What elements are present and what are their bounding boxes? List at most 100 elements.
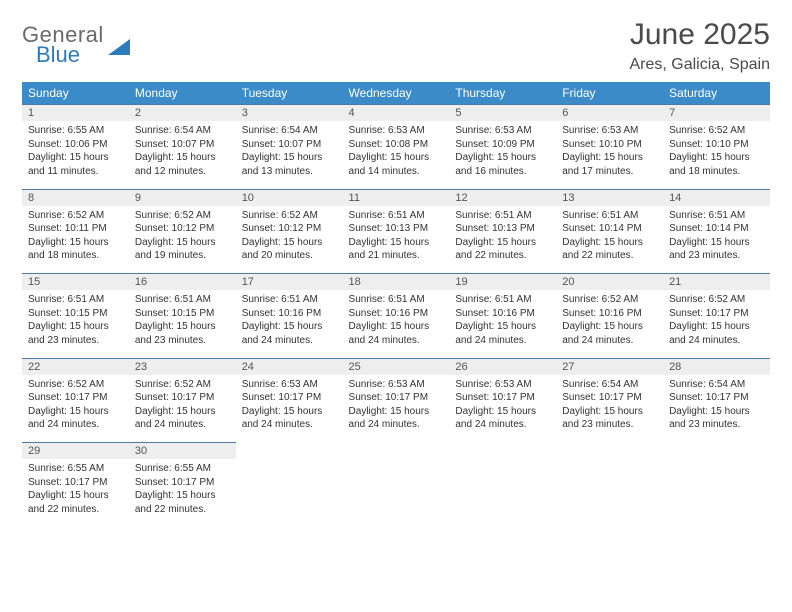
weekday-header: Sunday	[22, 82, 129, 105]
day-content-cell: Sunrise: 6:53 AMSunset: 10:08 PMDaylight…	[343, 121, 450, 189]
logo-text: General Blue	[22, 24, 104, 66]
day-content-cell: Sunrise: 6:53 AMSunset: 10:10 PMDaylight…	[556, 121, 663, 189]
daylight-text: Daylight: 15 hours and 23 minutes.	[28, 321, 109, 346]
day-content-cell: Sunrise: 6:51 AMSunset: 10:16 PMDaylight…	[236, 290, 343, 358]
day-content-cell: Sunrise: 6:54 AMSunset: 10:07 PMDaylight…	[236, 121, 343, 189]
day-number-cell: 22	[22, 358, 129, 375]
day-content-cell: Sunrise: 6:51 AMSunset: 10:13 PMDaylight…	[343, 206, 450, 274]
sunset-text: Sunset: 10:17 PM	[562, 392, 642, 403]
sunrise-text: Sunrise: 6:53 AM	[455, 379, 531, 390]
weekday-header-row: Sunday Monday Tuesday Wednesday Thursday…	[22, 82, 770, 105]
weekday-header: Tuesday	[236, 82, 343, 105]
day-content-cell: Sunrise: 6:53 AMSunset: 10:17 PMDaylight…	[343, 375, 450, 443]
day-content-cell: Sunrise: 6:54 AMSunset: 10:07 PMDaylight…	[129, 121, 236, 189]
day-number-cell: 11	[343, 189, 450, 206]
sunrise-text: Sunrise: 6:52 AM	[242, 210, 318, 221]
day-number-cell: 20	[556, 274, 663, 291]
day-number-cell: 2	[129, 105, 236, 122]
daylight-text: Daylight: 15 hours and 24 minutes.	[455, 406, 536, 431]
day-content-cell: Sunrise: 6:52 AMSunset: 10:16 PMDaylight…	[556, 290, 663, 358]
daylight-text: Daylight: 15 hours and 19 minutes.	[135, 237, 216, 262]
sunset-text: Sunset: 10:08 PM	[349, 139, 429, 150]
day-content-cell: Sunrise: 6:52 AMSunset: 10:11 PMDaylight…	[22, 206, 129, 274]
day-content-cell: Sunrise: 6:53 AM Sunset: 10:17 PM Daylight…	[449, 375, 556, 443]
day-content-cell: Sunrise: 6:53 AMSunset: 10:17 PMDaylight…	[236, 375, 343, 443]
sunset-text: Sunset: 10:15 PM	[135, 308, 215, 319]
day-number-cell: 24	[236, 358, 343, 375]
day-content-cell: Sunrise: 6:51 AMSunset: 10:13 PMDaylight…	[449, 206, 556, 274]
weekday-header: Saturday	[663, 82, 770, 105]
sunset-text: Sunset: 10:17 PM	[135, 392, 215, 403]
sunset-text: Sunset: 10:17 PM	[28, 477, 108, 488]
sunset-text: Sunset: 10:07 PM	[242, 139, 322, 150]
daylight-text: Daylight: 15 hours and 17 minutes.	[562, 152, 643, 177]
sunrise-text: Sunrise: 6:51 AM	[455, 210, 531, 221]
day-content-cell: Sunrise: 6:55 AMSunset: 10:06 PMDaylight…	[22, 121, 129, 189]
sunrise-text: Sunrise: 6:53 AM	[349, 379, 425, 390]
daylight-text: Daylight: 15 hours and 21 minutes.	[349, 237, 430, 262]
page-title: June 2025	[629, 18, 770, 52]
header: General Blue June 2025 Ares, Galicia, Sp…	[22, 18, 770, 74]
daylight-text: Daylight: 15 hours and 22 minutes.	[562, 237, 643, 262]
day-number-cell: 29	[22, 443, 129, 460]
day-number-cell: 14	[663, 189, 770, 206]
sunset-text: Sunset: 10:07 PM	[135, 139, 215, 150]
day-number-cell	[449, 443, 556, 460]
day-number-cell: 4	[343, 105, 450, 122]
day-number-cell: 8	[22, 189, 129, 206]
weekday-header: Thursday	[449, 82, 556, 105]
day-content-cell: Sunrise: 6:52 AMSunset: 10:17 PMDaylight…	[663, 290, 770, 358]
day-content-cell: Sunrise: 6:52 AMSunset: 10:12 PMDaylight…	[236, 206, 343, 274]
sunset-text: Sunset: 10:16 PM	[242, 308, 322, 319]
day-number-cell: 18	[343, 274, 450, 291]
day-content-cell: Sunrise: 6:54 AMSunset: 10:17 PMDaylight…	[663, 375, 770, 443]
day-number-cell: 9	[129, 189, 236, 206]
day-number-cell: 16	[129, 274, 236, 291]
sunrise-text: Sunrise: 6:54 AM	[562, 379, 638, 390]
day-content-cell	[236, 459, 343, 527]
sunrise-text: Sunrise: 6:54 AM	[242, 125, 318, 136]
daylight-text: Daylight: 15 hours and 24 minutes.	[135, 406, 216, 431]
sunrise-text: Sunrise: 6:55 AM	[28, 463, 104, 474]
sunset-text: Sunset: 10:12 PM	[135, 223, 215, 234]
day-number-cell: 1	[22, 105, 129, 122]
sunset-text: Sunset: 10:14 PM	[669, 223, 749, 234]
logo: General Blue	[22, 18, 130, 66]
sunrise-text: Sunrise: 6:53 AM	[562, 125, 638, 136]
sunset-text: Sunset: 10:16 PM	[562, 308, 642, 319]
logo-word-blue: Blue	[36, 44, 104, 66]
weekday-header: Monday	[129, 82, 236, 105]
sunset-text: Sunset: 10:06 PM	[28, 139, 108, 150]
sunrise-text: Sunrise: 6:54 AM	[135, 125, 211, 136]
day-number-cell: 28	[663, 358, 770, 375]
daynum-row: 22232425262728	[22, 358, 770, 375]
sunset-text: Sunset: 10:17 PM	[242, 392, 322, 403]
sunrise-text: Sunrise: 6:51 AM	[242, 294, 318, 305]
content-row: Sunrise: 6:52 AMSunset: 10:17 PMDaylight…	[22, 375, 770, 443]
sunset-text: Sunset: 10:17 PM	[455, 392, 535, 403]
day-number-cell: 30	[129, 443, 236, 460]
day-number-cell: 26	[449, 358, 556, 375]
day-number-cell	[236, 443, 343, 460]
day-content-cell	[449, 459, 556, 527]
sunrise-text: Sunrise: 6:53 AM	[349, 125, 425, 136]
day-number-cell: 27	[556, 358, 663, 375]
daynum-row: 2930	[22, 443, 770, 460]
day-number-cell	[663, 443, 770, 460]
sunrise-text: Sunrise: 6:52 AM	[669, 294, 745, 305]
day-number-cell: 19	[449, 274, 556, 291]
daylight-text: Daylight: 15 hours and 16 minutes.	[455, 152, 536, 177]
daylight-text: Daylight: 15 hours and 23 minutes.	[135, 321, 216, 346]
day-number-cell: 13	[556, 189, 663, 206]
daynum-row: 1234567	[22, 105, 770, 122]
sunrise-text: Sunrise: 6:54 AM	[669, 379, 745, 390]
day-number-cell	[556, 443, 663, 460]
day-content-cell	[343, 459, 450, 527]
day-content-cell: Sunrise: 6:51 AMSunset: 10:16 PMDaylight…	[343, 290, 450, 358]
day-number-cell	[343, 443, 450, 460]
daylight-text: Daylight: 15 hours and 24 minutes.	[349, 321, 430, 346]
day-content-cell: Sunrise: 6:51 AMSunset: 10:16 PMDaylight…	[449, 290, 556, 358]
sunrise-text: Sunrise: 6:51 AM	[28, 294, 104, 305]
sunrise-text: Sunrise: 6:51 AM	[135, 294, 211, 305]
sunrise-text: Sunrise: 6:51 AM	[669, 210, 745, 221]
